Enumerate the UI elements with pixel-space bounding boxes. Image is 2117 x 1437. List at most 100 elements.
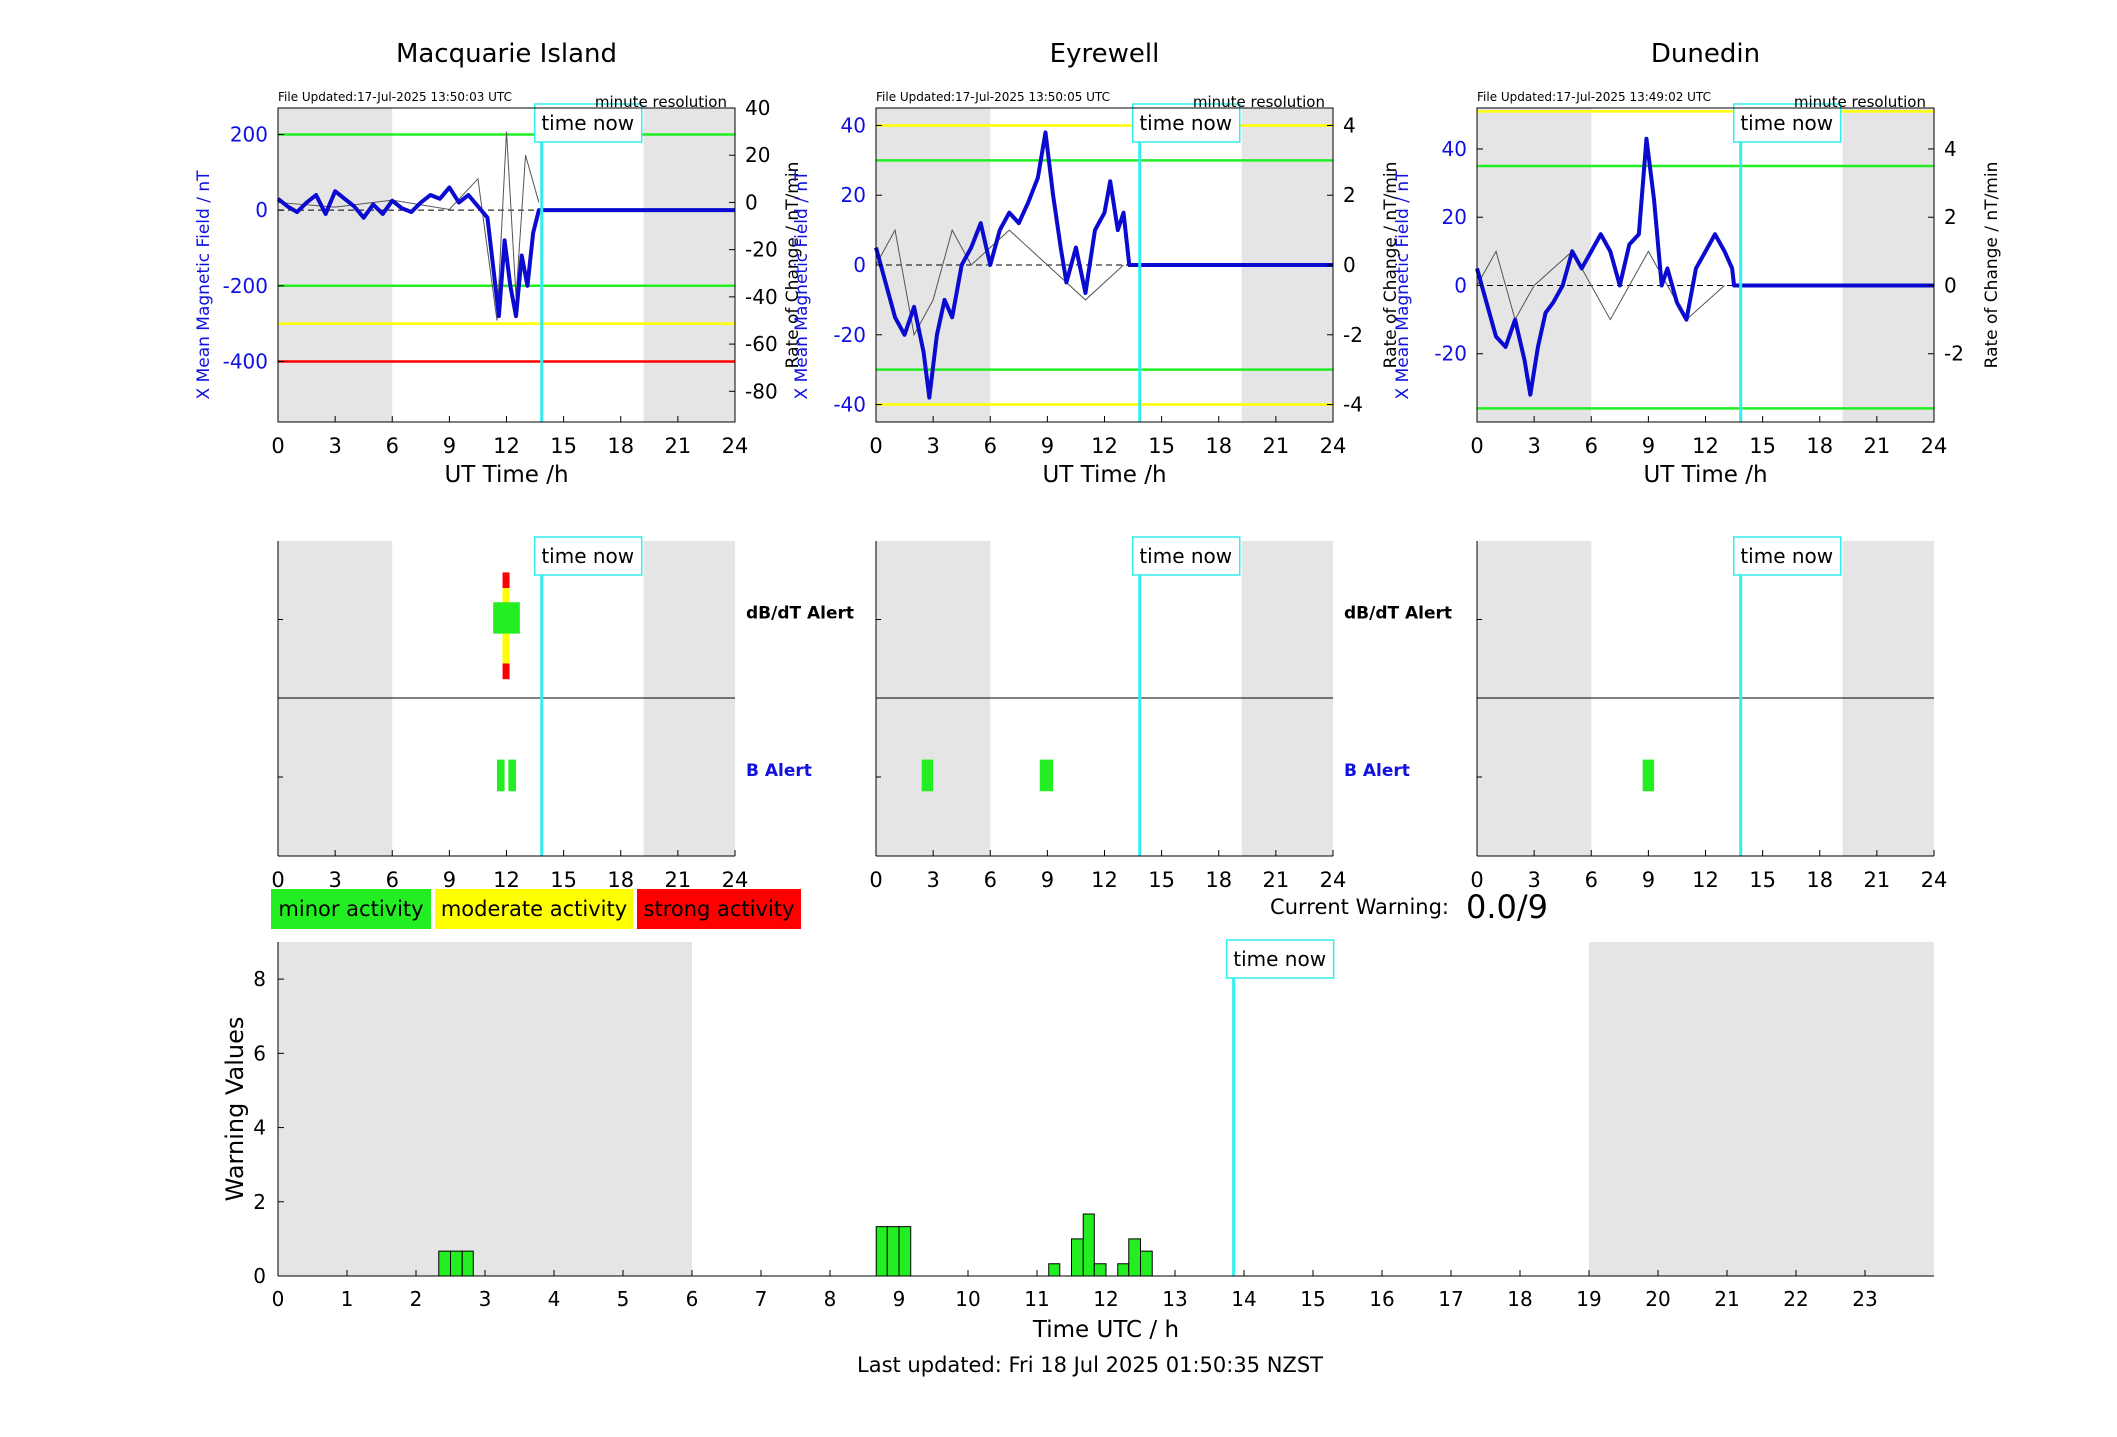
right-tick-label: -80 [745,379,778,403]
right-tick-label: 4 [1343,113,1356,137]
left-axis-label: X Mean Magnetic Field / nT [194,170,214,400]
left-tick-label: -400 [223,349,268,373]
left-tick-label: -20 [1434,342,1467,366]
x-axis-label: UT Time /h [1643,462,1767,488]
x-tick-label: 10 [955,1287,980,1311]
right-tick-label: -2 [1343,323,1363,347]
right-tick-label: -4 [1343,393,1363,417]
right-tick-label: 20 [745,143,770,167]
x-tick-label: 12 [1093,1287,1118,1311]
station-title: Dunedin [1651,39,1760,69]
x-tick-label: 21 [1263,868,1290,892]
time-now-label: time now [1139,544,1232,568]
x-tick-label: 8 [824,1287,837,1311]
left-tick-label: 0 [853,253,866,277]
x-tick-label: 6 [686,1287,699,1311]
resolution-text: minute resolution [595,93,727,111]
x-tick-label: 3 [1527,868,1540,892]
x-axis-label: UT Time /h [1042,462,1166,488]
left-tick-label: 0 [255,198,268,222]
y-tick-label: 8 [253,967,266,991]
y-axis-label: Warning Values [221,1017,249,1202]
time-now-label: time now [541,544,634,568]
right-tick-label: 40 [745,96,770,120]
x-tick-label: 9 [893,1287,906,1311]
x-tick-label: 15 [550,434,577,458]
time-now-box [533,536,643,576]
x-tick-label: 13 [1162,1287,1187,1311]
b-alert-bar [496,759,505,792]
left-tick-label: -20 [833,323,866,347]
right-tick-label: 0 [1343,253,1356,277]
x-tick-label: 22 [1783,1287,1808,1311]
time-now-box [1732,536,1842,576]
x-tick-label: 24 [1921,868,1948,892]
x-tick-label: 18 [1806,868,1833,892]
night-shade [1589,942,1934,1276]
warning-bar [438,1250,451,1277]
b-alert-bar [1039,759,1054,792]
x-tick-label: 18 [1205,868,1232,892]
y-tick-label: 6 [253,1041,266,1065]
x-tick-label: 6 [1585,434,1598,458]
x-tick-label: 9 [1041,434,1054,458]
x-tick-label: 1 [341,1287,354,1311]
x-tick-label: 15 [1749,868,1776,892]
file-updated-text: File Updated:17-Jul-2025 13:50:03 UTC [278,90,512,104]
left-tick-label: 40 [1442,137,1467,161]
x-tick-label: 6 [984,868,997,892]
warning-bar [898,1226,912,1277]
x-tick-label: 15 [1148,868,1175,892]
x-tick-label: 15 [1749,434,1776,458]
warning-bar [1117,1263,1130,1277]
x-tick-label: 18 [1205,434,1232,458]
x-tick-label: 3 [328,868,341,892]
legend-green [271,889,431,929]
left-tick-label: 20 [1442,205,1467,229]
field-line [1475,136,1934,397]
file-updated-text: File Updated:17-Jul-2025 13:49:02 UTC [1477,90,1711,104]
time-now-box [1225,939,1335,979]
station-title: Eyrewell [1050,39,1160,69]
time-now-label: time now [1740,111,1833,135]
current-warning-value: 0.0/9 [1466,888,1548,926]
right-tick-label: 0 [745,190,758,214]
field-line [874,130,1333,400]
time-now-label: time now [1139,111,1232,135]
x-tick-label: 0 [272,1287,285,1311]
warning-bar [450,1250,463,1277]
right-tick-label: 0 [1944,273,1957,297]
x-tick-label: 0 [869,434,882,458]
x-tick-label: 12 [1091,868,1118,892]
night-shade [278,942,692,1276]
left-tick-label: -200 [223,274,268,298]
x-tick-label: 9 [1041,868,1054,892]
x-tick-label: 7 [755,1287,768,1311]
x-tick-label: 21 [665,868,692,892]
last-updated-text: Last updated: Fri 18 Jul 2025 01:50:35 N… [857,1353,1323,1377]
station-panel-1: time now Eyrewell File Updated:17-Jul-2025… [792,39,1452,892]
db-dt-alert-label: dB/dT Alert [746,604,854,624]
y-tick-label: 2 [253,1190,266,1214]
right-tick-label: 4 [1944,137,1957,161]
x-tick-label: 4 [548,1287,561,1311]
x-tick-label: 3 [328,434,341,458]
x-tick-label: 12 [493,434,520,458]
x-tick-label: 6 [984,434,997,458]
x-tick-label: 5 [617,1287,630,1311]
x-tick-label: 9 [443,868,456,892]
b-alert-bar [1642,759,1655,792]
warning-bar [1140,1250,1153,1277]
x-tick-label: 15 [1148,434,1175,458]
resolution-text: minute resolution [1794,93,1926,111]
x-tick-label: 21 [1864,434,1891,458]
db-dt-spike [502,572,510,589]
warning-bar [461,1250,474,1277]
left-tick-label: -40 [833,393,866,417]
x-tick-label: 0 [271,868,284,892]
time-now-box [1131,103,1241,143]
x-tick-label: 6 [386,868,399,892]
x-tick-label: 24 [1320,868,1347,892]
